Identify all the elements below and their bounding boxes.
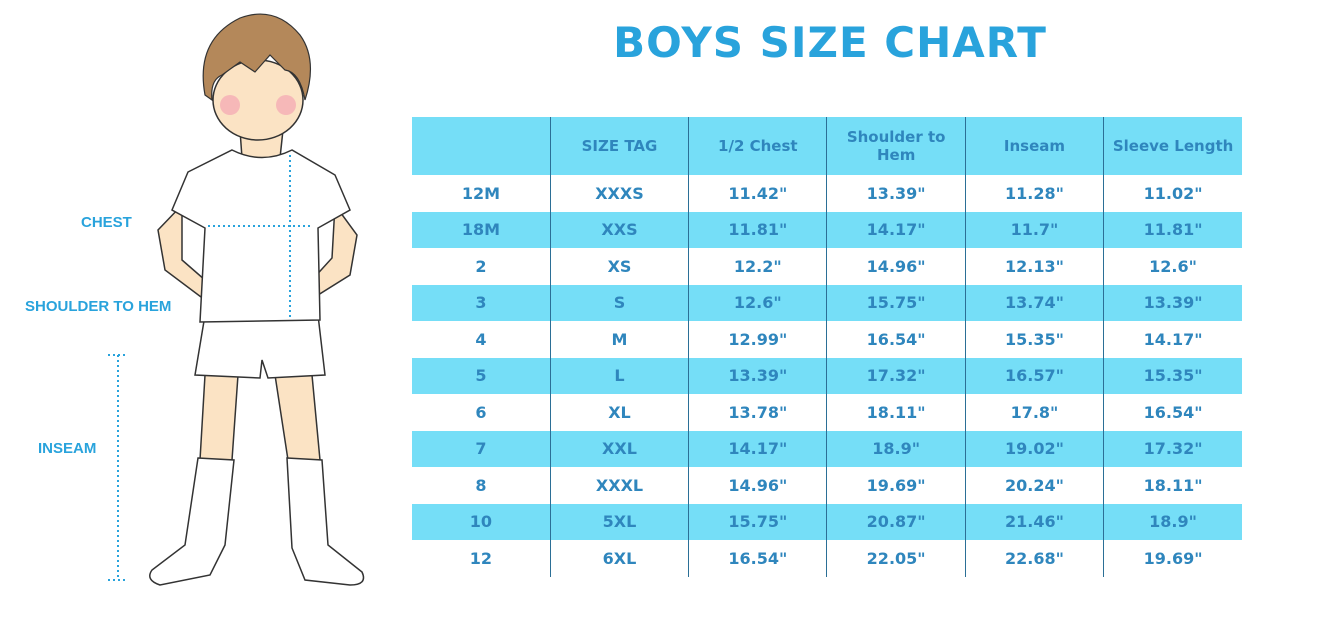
- table-row: 3 S 12.6" 15.75" 13.74" 13.39": [412, 284, 1242, 321]
- table-cell: XL: [549, 394, 689, 431]
- table-cell: 22.68": [964, 540, 1104, 577]
- table-row: 18M XXS 11.81" 14.17" 11.7" 11.81": [412, 211, 1242, 248]
- header-cell: 1/2 Chest: [688, 117, 827, 175]
- diagram-label: SHOULDER TO HEM: [25, 298, 172, 315]
- table-row: 7 XXL 14.17" 18.9" 19.02" 17.32": [412, 430, 1242, 467]
- diagram-label: CHEST: [81, 214, 132, 231]
- header-cell: Inseam: [964, 117, 1104, 175]
- table-cell: 15.35": [964, 321, 1104, 358]
- header-cell: Shoulder to Hem: [826, 117, 966, 175]
- table-cell: 11.42": [688, 175, 827, 212]
- table-cell: 13.39": [1103, 284, 1242, 321]
- table-cell: 18.9": [826, 430, 966, 467]
- table-row: 4 M 12.99" 16.54" 15.35" 14.17": [412, 321, 1242, 358]
- table-row: 10 5XL 15.75" 20.87" 21.46" 18.9": [412, 503, 1242, 540]
- table-cell: 3: [412, 284, 551, 321]
- table-cell: 11.28": [964, 175, 1104, 212]
- table-cell: 12.6": [1103, 248, 1242, 285]
- table-cell: M: [549, 321, 689, 358]
- table-cell: 12.13": [964, 248, 1104, 285]
- table-cell: 13.74": [964, 284, 1104, 321]
- table-cell: 6: [475, 402, 487, 422]
- table-cell: 16.54": [826, 321, 966, 358]
- title: BOYS SIZE CHART: [613, 18, 1047, 67]
- table-cell: 19.69": [826, 467, 966, 504]
- table-cell: 19.69": [1103, 540, 1242, 577]
- table-cell: 22.05": [826, 540, 966, 577]
- boy-figure: [108, 13, 365, 586]
- table-row: 12M XXXS 11.42" 13.39" 11.28" 11.02": [412, 175, 1242, 212]
- table-cell: 11.81": [1103, 211, 1242, 248]
- header-cell: [412, 117, 551, 175]
- table-cell: 15.75": [688, 503, 827, 540]
- table-cell: 10: [412, 503, 551, 540]
- table-cell: 14.17": [688, 430, 827, 467]
- table-cell: 12M: [461, 183, 500, 203]
- table-cell: 12.99": [688, 321, 827, 358]
- table-cell: 8: [475, 475, 487, 495]
- table-cell: 14.17": [1103, 321, 1242, 358]
- table-cell: 20.87": [826, 503, 966, 540]
- table-cell: 13.78": [688, 394, 827, 431]
- table-cell: 16.54": [688, 540, 827, 577]
- table-cell: 19.02": [964, 430, 1104, 467]
- table-cell: 18.11": [826, 394, 966, 431]
- table-cell: 21.46": [964, 503, 1104, 540]
- table-cell: XXS: [549, 211, 689, 248]
- table-cell: 13.39": [688, 357, 827, 394]
- table-cell: 12.2": [688, 248, 827, 285]
- table-cell: 16.54": [1103, 394, 1242, 431]
- table-cell: 18M: [412, 211, 551, 248]
- table-cell: 7: [412, 430, 551, 467]
- table-cell: 11.02": [1103, 175, 1242, 212]
- table-cell: XXXS: [549, 175, 689, 212]
- table-row: 6 XL 13.78" 18.11" 17.8" 16.54": [412, 394, 1242, 431]
- table-cell: 17.8": [964, 394, 1104, 431]
- table-cell: 14.17": [826, 211, 966, 248]
- table-cell: 17.32": [1103, 430, 1242, 467]
- table-cell: XXL: [549, 430, 689, 467]
- table-cell: XS: [549, 248, 689, 285]
- table-cell: 5XL: [549, 503, 689, 540]
- table-cell: 13.39": [826, 175, 966, 212]
- header-cell: Sleeve Length: [1103, 117, 1242, 175]
- table-cell: S: [549, 284, 689, 321]
- table-row: 2 XS 12.2" 14.96" 12.13" 12.6": [412, 248, 1242, 285]
- table-cell: L: [549, 357, 689, 394]
- header-row: SIZE TAG 1/2 Chest Shoulder to Hem Inseam Sl…: [412, 117, 1242, 175]
- table-cell: 4: [475, 329, 487, 349]
- table-row: 12 6XL 16.54" 22.05" 22.68" 19.69": [412, 540, 1242, 577]
- diagram-label: INSEAM: [38, 440, 97, 457]
- table-cell: 11.7": [964, 211, 1104, 248]
- table-cell: 12.6": [688, 284, 827, 321]
- table-cell: 2: [475, 256, 487, 276]
- table-cell: 11.81": [688, 211, 827, 248]
- header-cell: SIZE TAG: [549, 117, 689, 175]
- table-cell: 17.32": [826, 357, 966, 394]
- table-cell: 6XL: [549, 540, 689, 577]
- table-cell: 18.11": [1103, 467, 1242, 504]
- table-cell: 15.35": [1103, 357, 1242, 394]
- table-row: 8 XXXL 14.96" 19.69" 20.24" 18.11": [412, 467, 1242, 504]
- table-cell: 12: [469, 548, 493, 568]
- table-cell: XXXL: [549, 467, 689, 504]
- table-cell: 18.9": [1103, 503, 1242, 540]
- table-cell: 14.96": [688, 467, 827, 504]
- table-row: 5 L 13.39" 17.32" 16.57" 15.35": [412, 357, 1242, 394]
- size-table: SIZE TAG 1/2 Chest Shoulder to Hem Inseam Sl…: [412, 117, 1242, 577]
- table-cell: 5: [412, 357, 551, 394]
- table-cell: 16.57": [964, 357, 1104, 394]
- table-cell: 14.96": [826, 248, 966, 285]
- table-cell: 15.75": [826, 284, 966, 321]
- table-cell: 20.24": [964, 467, 1104, 504]
